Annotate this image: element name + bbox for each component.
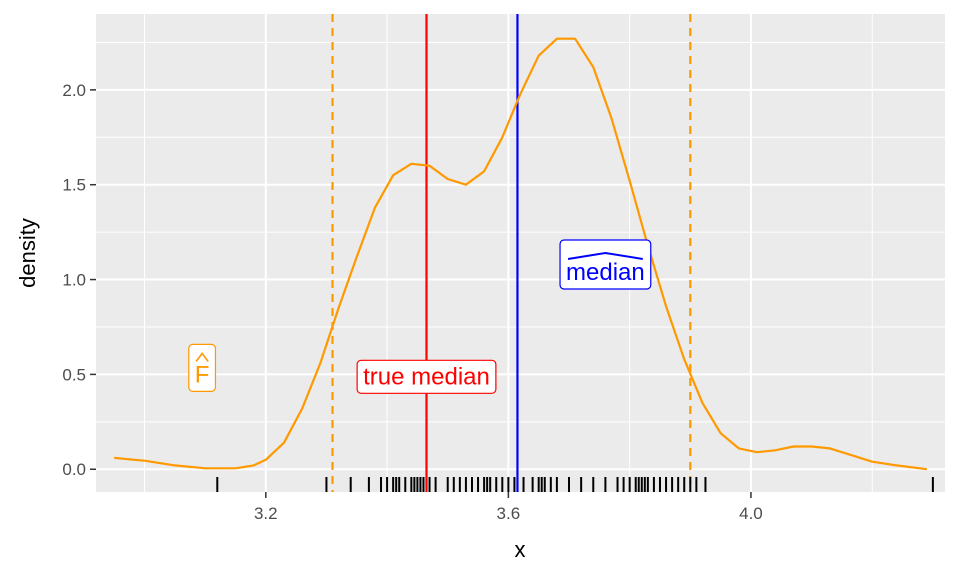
y-tick-label: 1.5: [62, 176, 86, 195]
x-axis-ticks: 3.2 3.6 4.0: [254, 492, 763, 523]
reference-lines: [331, 14, 692, 492]
y-tick-label: 0.5: [62, 365, 86, 384]
panel-background: [96, 14, 945, 492]
x-tick-label: 3.6: [497, 504, 521, 523]
x-tick-label: 4.0: [739, 504, 763, 523]
annotation-box: [356, 359, 497, 394]
annotation-text: true median: [363, 363, 490, 390]
annotation-label: true median: [356, 359, 497, 394]
rug-marks: [216, 477, 934, 492]
grid-major: [96, 14, 945, 492]
y-axis-title: density: [15, 218, 40, 288]
annotation-label: F: [188, 343, 217, 392]
hat-accent: [567, 251, 643, 260]
y-tick-label: 0.0: [62, 460, 86, 479]
y-tick-label: 2.0: [62, 81, 86, 100]
annotation-box: [559, 239, 652, 290]
x-axis-title: x: [515, 537, 526, 562]
y-axis-ticks: 0.0 0.5 1.0 1.5 2.0: [62, 81, 96, 479]
hat-accent: [195, 352, 209, 362]
annotation-box: [188, 343, 217, 392]
x-tick-label: 3.2: [254, 504, 278, 523]
annotation-text: F: [195, 361, 210, 388]
density-curve: [114, 37, 927, 471]
grid-minor: [96, 14, 945, 492]
y-tick-label: 1.0: [62, 271, 86, 290]
annotation-text: median: [566, 259, 645, 286]
annotation-label: median: [559, 239, 652, 290]
